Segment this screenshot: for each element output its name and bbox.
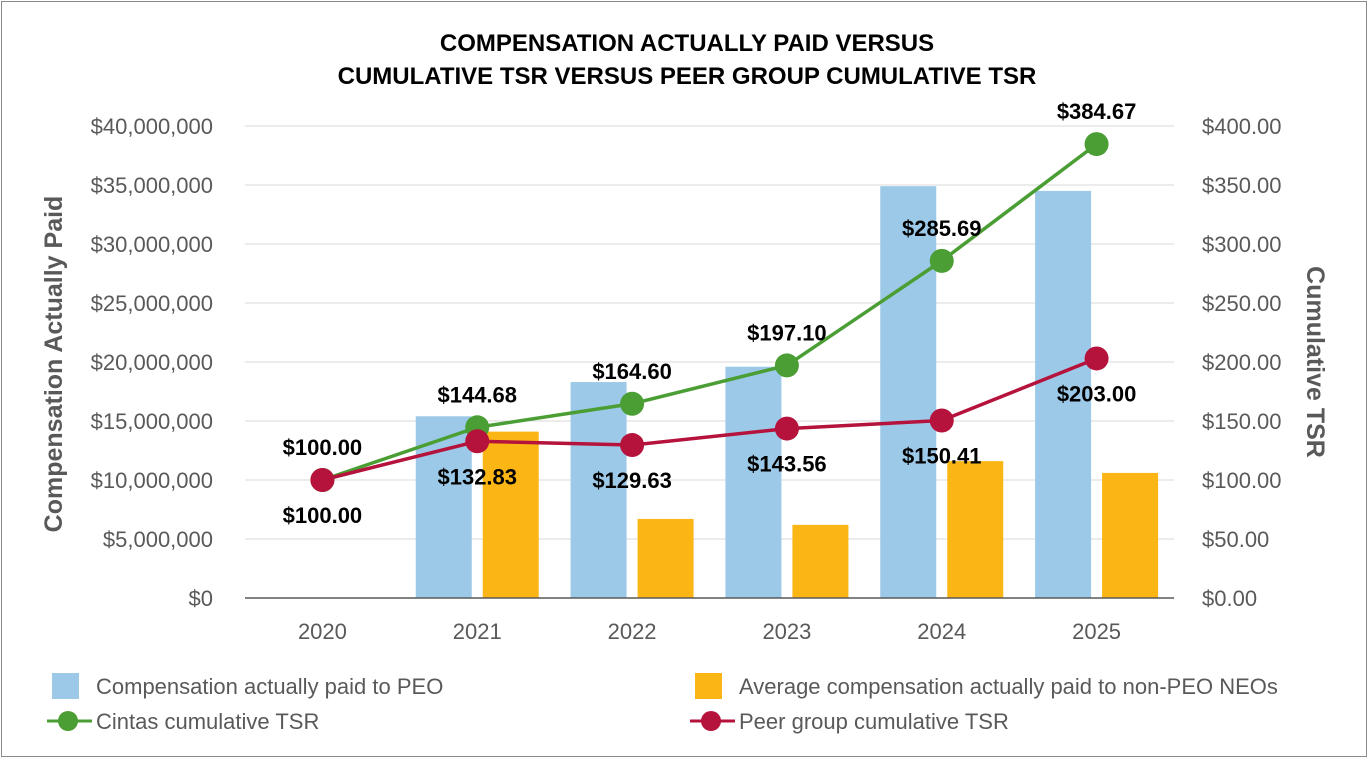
left-tick-label: $30,000,000 bbox=[91, 232, 213, 257]
peer-marker-2020 bbox=[310, 468, 335, 492]
chart-title-line-1: COMPENSATION ACTUALLY PAID VERSUS bbox=[440, 30, 934, 57]
legend-label-cintas: Cintas cumulative TSR bbox=[96, 709, 319, 734]
left-tick-label: $40,000,000 bbox=[91, 114, 213, 139]
bar-neo-2025 bbox=[1102, 472, 1159, 598]
x-tick-label-2023: 2023 bbox=[762, 619, 811, 644]
cintas-label-2023: $197.10 bbox=[747, 320, 827, 345]
cintas-marker-2025 bbox=[1084, 132, 1109, 157]
legend-marker-peer bbox=[701, 711, 721, 731]
cintas-marker-2024 bbox=[929, 248, 954, 273]
bar-peo-2025 bbox=[1035, 190, 1092, 598]
right-tick-label: $200.00 bbox=[1202, 350, 1282, 375]
cintas-label-2022: $164.60 bbox=[592, 359, 672, 384]
bar-neo-2024 bbox=[947, 461, 1004, 598]
x-tick-label-2025: 2025 bbox=[1072, 619, 1121, 644]
peer-marker-2021 bbox=[465, 429, 490, 454]
legend-label-peo: Compensation actually paid to PEO bbox=[96, 674, 443, 699]
left-axis-ticks: $0 $5,000,000 $10,000,000 $15,000,000 $20,00… bbox=[91, 114, 213, 611]
bar-neo-2021 bbox=[482, 431, 539, 598]
right-tick-label: $400.00 bbox=[1202, 114, 1282, 139]
cintas-tsr-line bbox=[321, 142, 1098, 482]
legend-marker-cintas bbox=[58, 711, 78, 731]
legend-label-neo: Average compensation actually paid to no… bbox=[739, 674, 1278, 699]
cintas-label-2025: $384.67 bbox=[1057, 99, 1137, 124]
bar-peo-2024 bbox=[880, 186, 937, 598]
left-tick-label: $5,000,000 bbox=[103, 527, 213, 552]
legend: Compensation actually paid to PEO Averag… bbox=[47, 673, 1278, 734]
peer-tsr-line bbox=[321, 356, 1098, 482]
left-tick-label: $25,000,000 bbox=[91, 291, 213, 316]
left-tick-label: $35,000,000 bbox=[91, 173, 213, 198]
peer-marker-2025 bbox=[1084, 346, 1109, 371]
bar-neo-2022 bbox=[637, 518, 694, 598]
left-tick-label: $10,000,000 bbox=[91, 468, 213, 493]
right-tick-label: $50.00 bbox=[1202, 527, 1269, 552]
cintas-label-2024: $285.69 bbox=[902, 216, 982, 241]
peer-label-2023: $143.56 bbox=[747, 452, 827, 477]
chart-title: COMPENSATION ACTUALLY PAID VERSUS CUMULA… bbox=[338, 30, 1037, 90]
line-series bbox=[310, 132, 1109, 492]
peer-marker-2024 bbox=[929, 408, 954, 433]
peer-label-2024: $150.41 bbox=[902, 444, 982, 469]
left-tick-label: $20,000,000 bbox=[91, 350, 213, 375]
x-tick-label-2022: 2022 bbox=[608, 619, 657, 644]
cintas-marker-2022 bbox=[620, 391, 645, 416]
peer-label-2022: $129.63 bbox=[592, 468, 672, 493]
legend-swatch-neo bbox=[695, 673, 722, 699]
peer-label-2021: $132.83 bbox=[437, 464, 517, 489]
peer-marker-2022 bbox=[620, 433, 645, 458]
right-axis-ticks: $0.00 $50.00 $100.00 $150.00 $200.00 $250.00 $… bbox=[1202, 114, 1282, 611]
right-tick-label: $250.00 bbox=[1202, 291, 1282, 316]
right-tick-label: $100.00 bbox=[1202, 468, 1282, 493]
right-tick-label: $350.00 bbox=[1202, 173, 1282, 198]
cintas-label-2021: $144.68 bbox=[437, 382, 517, 407]
x-axis-ticks: 2020 2021 2022 2023 2024 2025 bbox=[298, 619, 1121, 644]
x-tick-label-2021: 2021 bbox=[453, 619, 502, 644]
gridlines bbox=[245, 125, 1174, 540]
legend-label-peer: Peer group cumulative TSR bbox=[739, 709, 1009, 734]
bar-peo-2023 bbox=[725, 366, 782, 598]
peer-label-2025: $203.00 bbox=[1057, 381, 1137, 406]
x-tick-label-2020: 2020 bbox=[298, 619, 347, 644]
x-tick-label-2024: 2024 bbox=[917, 619, 966, 644]
bar-series bbox=[415, 186, 1159, 598]
right-tick-label: $300.00 bbox=[1202, 232, 1282, 257]
left-tick-label: $0 bbox=[189, 586, 213, 611]
peer-marker-2023 bbox=[774, 416, 799, 441]
legend-swatch-peo bbox=[52, 673, 79, 699]
right-tick-label: $150.00 bbox=[1202, 409, 1282, 434]
chart-title-line-2: CUMULATIVE TSR VERSUS PEER GROUP CUMULAT… bbox=[338, 63, 1037, 90]
data-labels: $100.00 $144.68 $164.60 $197.10 $285.69 $384.… bbox=[283, 99, 1137, 528]
peer-label-2020: $100.00 bbox=[283, 503, 363, 528]
cintas-label-2020: $100.00 bbox=[283, 435, 363, 460]
right-tick-label: $0.00 bbox=[1202, 586, 1257, 611]
left-axis-title: Compensation Actually Paid bbox=[40, 196, 68, 533]
bar-peo-2022 bbox=[570, 382, 627, 598]
cintas-marker-2023 bbox=[774, 353, 799, 378]
bar-neo-2023 bbox=[792, 524, 849, 598]
left-tick-label: $15,000,000 bbox=[91, 409, 213, 434]
right-axis-title: Cumulative TSR bbox=[1301, 266, 1329, 458]
